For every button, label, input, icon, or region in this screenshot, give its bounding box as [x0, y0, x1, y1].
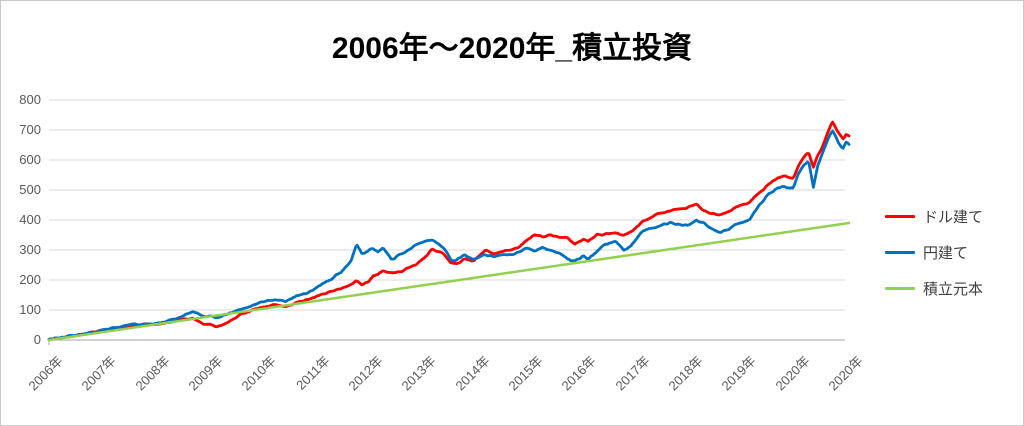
- y-axis-tick-label: 600: [19, 152, 41, 167]
- y-axis-tick-label: 300: [19, 242, 41, 257]
- legend-line-swatch: [885, 214, 915, 218]
- y-axis-tick-label: 100: [19, 302, 41, 317]
- series-line-3: [47, 221, 851, 342]
- legend-line-swatch: [885, 286, 915, 290]
- y-axis-tick-label: 800: [19, 92, 41, 107]
- series-line-2: [47, 129, 851, 342]
- y-axis-tick-label: 700: [19, 122, 41, 137]
- y-axis-tick-label: 500: [19, 182, 41, 197]
- legend-line-swatch: [885, 250, 915, 254]
- legend: ドル建て円建て積立元本: [885, 198, 983, 306]
- legend-item: 円建て: [885, 234, 983, 270]
- legend-label: 円建て: [923, 244, 969, 262]
- legend-item: 積立元本: [885, 270, 983, 306]
- legend-label: 積立元本: [923, 280, 984, 298]
- y-axis-tick-label: 400: [19, 212, 41, 227]
- legend-label: ドル建て: [923, 208, 984, 226]
- chart-title: 2006年～2020年_積立投資: [331, 32, 693, 65]
- legend-item: ドル建て: [885, 198, 983, 234]
- y-axis-tick-label: 0: [33, 332, 41, 347]
- y-axis-tick-label: 200: [19, 272, 41, 287]
